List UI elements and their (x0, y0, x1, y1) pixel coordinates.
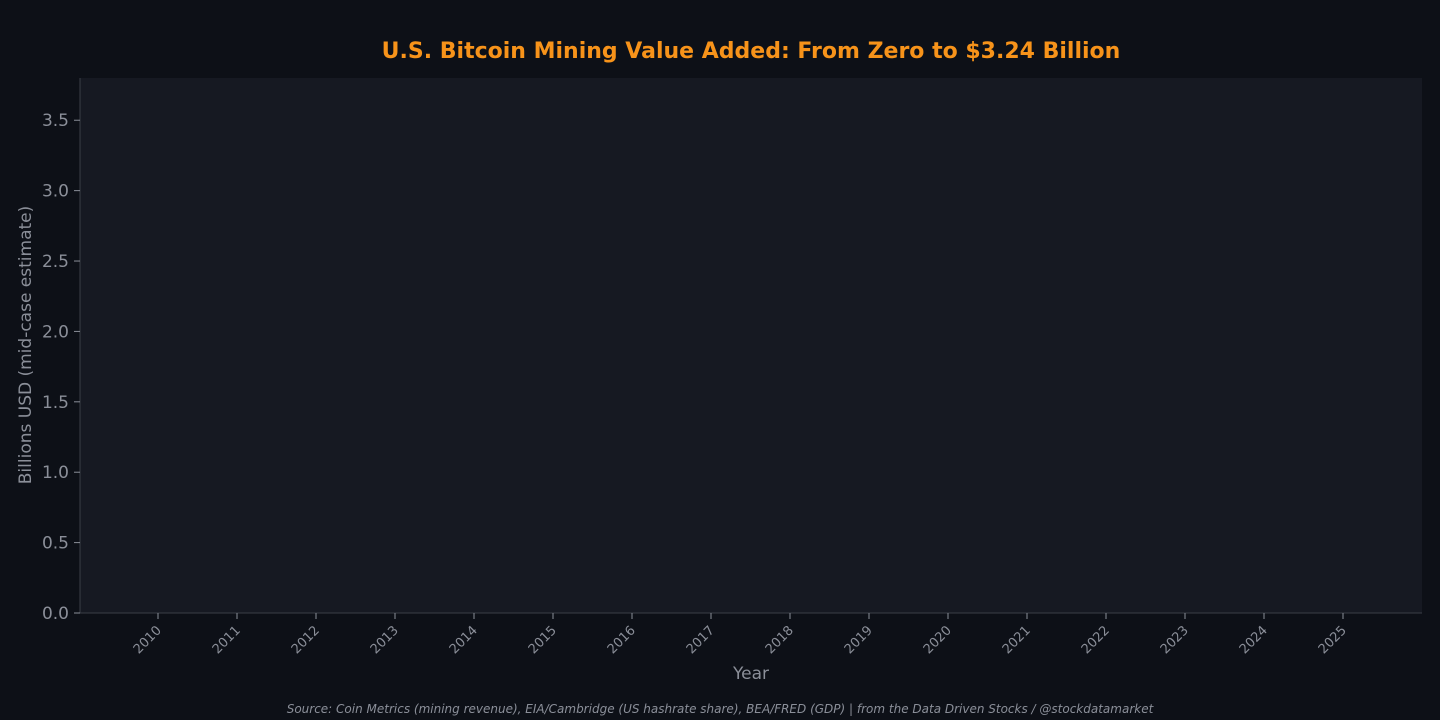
y-tick-label: 2.0 (42, 322, 69, 342)
x-axis-label: Year (732, 664, 769, 684)
x-tick-label: 2016 (605, 623, 639, 657)
y-tick-label: 1.5 (42, 393, 69, 413)
x-tick-label: 2019 (842, 623, 876, 657)
plot-area (80, 78, 1422, 613)
y-tick-label: 0.5 (42, 534, 69, 554)
y-axis: 0.0 0.5 1.0 1.5 2.0 2.5 3.0 3.5 (42, 78, 81, 624)
y-tick-label: 0.0 (42, 604, 69, 624)
x-tick-label: 2025 (1316, 623, 1350, 657)
x-tick-label: 2014 (447, 623, 481, 657)
x-tick-label: 2012 (289, 623, 323, 657)
source-note: Source: Coin Metrics (mining revenue), E… (287, 702, 1155, 716)
x-tick-label: 2017 (684, 623, 718, 657)
x-tick-label: 2015 (526, 623, 560, 657)
y-tick-label: 2.5 (42, 252, 69, 272)
x-tick-label: 2020 (921, 623, 955, 657)
x-tick-label: 2023 (1158, 623, 1192, 657)
x-tick-label: 2018 (763, 623, 797, 657)
y-tick-label: 1.0 (42, 463, 69, 483)
x-tick-label: 2011 (210, 623, 244, 657)
x-tick-label: 2022 (1079, 623, 1113, 657)
y-axis-label: Billions USD (mid-case estimate) (16, 206, 36, 484)
x-tick-label: 2013 (368, 623, 402, 657)
x-axis: 2010 2011 2012 2013 2014 2015 2016 2017 2018 2019… (80, 612, 1422, 657)
chart-title: U.S. Bitcoin Mining Value Added: From Ze… (382, 39, 1121, 64)
y-tick-label: 3.5 (42, 111, 69, 131)
x-tick-label: 2021 (1000, 623, 1034, 657)
y-tick-label: 3.0 (42, 182, 69, 202)
x-tick-label: 2024 (1237, 623, 1271, 657)
x-tick-label: 2010 (131, 623, 165, 657)
